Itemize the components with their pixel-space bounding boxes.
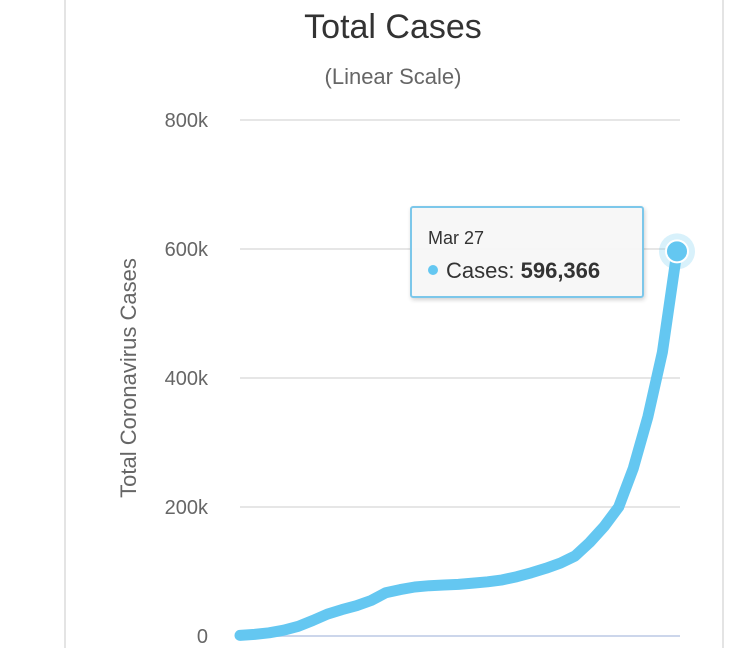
tooltip-row: Cases: 596,366 — [428, 258, 600, 284]
y-tick-label: 200k — [165, 497, 209, 519]
y-axis-label: Total Coronavirus Cases — [116, 258, 141, 498]
grid-lines — [240, 119, 680, 637]
frame-border-right — [722, 0, 724, 648]
frame-border-left — [64, 0, 66, 648]
y-tick-label: 600k — [165, 239, 209, 261]
series-layer — [234, 245, 683, 641]
tooltip: Mar 27 Cases: 596,366 — [410, 206, 644, 298]
y-tick-label: 400k — [165, 368, 209, 390]
y-tick-label: 0 — [197, 626, 208, 648]
series-line-total-cases — [234, 245, 683, 641]
tooltip-label: Cases: — [446, 258, 515, 283]
chart-subtitle: (Linear Scale) — [324, 64, 462, 89]
series-dot-icon — [428, 265, 438, 276]
y-axis-ticks: 0 200k 400k 600k 800k — [165, 110, 209, 648]
y-tick-label: 800k — [165, 110, 209, 132]
data-point-marker[interactable] — [665, 239, 689, 264]
tooltip-value: 596,366 — [520, 258, 601, 283]
hover-marker-layer[interactable] — [659, 233, 695, 270]
chart-title: Total Cases — [304, 8, 482, 46]
tooltip-date: Mar 27 — [428, 228, 485, 248]
